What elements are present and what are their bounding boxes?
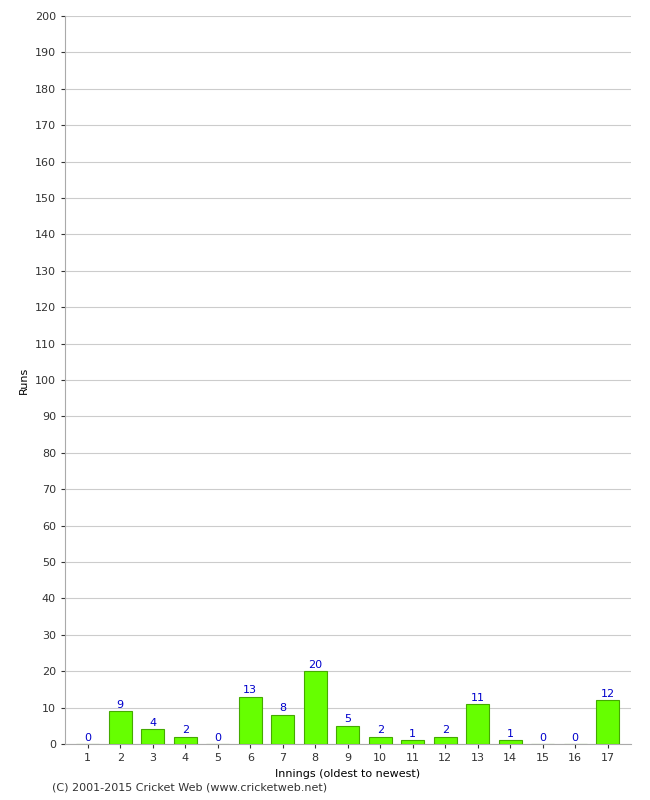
Text: (C) 2001-2015 Cricket Web (www.cricketweb.net): (C) 2001-2015 Cricket Web (www.cricketwe…: [52, 782, 327, 792]
Text: 20: 20: [308, 660, 322, 670]
Text: 8: 8: [280, 703, 286, 714]
Text: 5: 5: [344, 714, 351, 724]
Text: 1: 1: [507, 729, 514, 739]
Bar: [499, 740, 521, 744]
Bar: [597, 700, 619, 744]
Text: 0: 0: [572, 733, 578, 742]
Bar: [402, 740, 424, 744]
Bar: [109, 711, 131, 744]
Bar: [369, 737, 391, 744]
Text: 4: 4: [150, 718, 156, 728]
Bar: [304, 671, 326, 744]
Text: 2: 2: [377, 726, 384, 735]
Y-axis label: Runs: Runs: [20, 366, 29, 394]
Text: 11: 11: [471, 693, 485, 702]
Bar: [272, 715, 294, 744]
Text: 0: 0: [214, 733, 221, 742]
Bar: [337, 726, 359, 744]
Bar: [174, 737, 196, 744]
Text: 1: 1: [410, 729, 416, 739]
Text: 2: 2: [442, 726, 448, 735]
Text: 0: 0: [540, 733, 546, 742]
Text: 12: 12: [601, 689, 615, 699]
Bar: [239, 697, 261, 744]
Text: 9: 9: [117, 700, 124, 710]
Bar: [434, 737, 456, 744]
Bar: [142, 730, 164, 744]
Text: 0: 0: [84, 733, 91, 742]
Text: 2: 2: [182, 726, 188, 735]
Bar: [467, 704, 489, 744]
X-axis label: Innings (oldest to newest): Innings (oldest to newest): [275, 769, 421, 778]
Text: 13: 13: [243, 686, 257, 695]
